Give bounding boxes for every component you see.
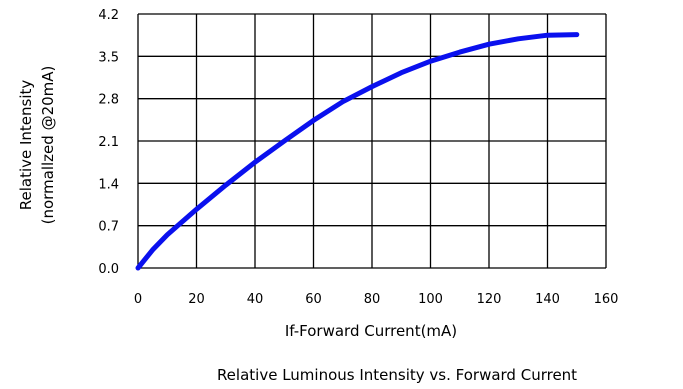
y-tick-label: 0.0 <box>98 262 119 277</box>
x-tick-label: 20 <box>188 292 205 307</box>
y-axis-label-line-1: Relative Intensity <box>17 80 35 211</box>
y-tick-label: 1.4 <box>98 177 119 192</box>
x-tick-label: 140 <box>535 292 560 307</box>
y-tick-label: 4.2 <box>98 8 119 23</box>
x-axis-label: If-Forward Current(mA) <box>285 322 457 340</box>
y-tick-label: 3.5 <box>98 50 119 65</box>
x-tick-label: 60 <box>305 292 322 307</box>
y-tick-label: 2.8 <box>98 93 119 108</box>
x-tick-label: 80 <box>364 292 381 307</box>
chart-title: Relative Luminous Intensity vs. Forward … <box>217 366 577 384</box>
x-axis-ticks: 0 20 40 60 80 100 120 140 160 <box>134 292 619 307</box>
x-tick-label: 100 <box>418 292 443 307</box>
x-tick-label: 40 <box>247 292 264 307</box>
y-tick-label: 2.1 <box>98 135 119 150</box>
x-tick-label: 120 <box>477 292 502 307</box>
grid <box>137 13 607 269</box>
y-axis-ticks: 0.0 0.7 1.4 2.1 2.8 3.5 4.2 <box>98 8 119 277</box>
y-tick-label: 0.7 <box>98 220 119 235</box>
series-line-1 <box>135 32 580 271</box>
y-axis-label-line-2: (normallzed @20mA) <box>39 66 57 225</box>
x-tick-label: 0 <box>134 292 142 307</box>
series-layer <box>135 32 580 271</box>
x-tick-label: 160 <box>594 292 619 307</box>
